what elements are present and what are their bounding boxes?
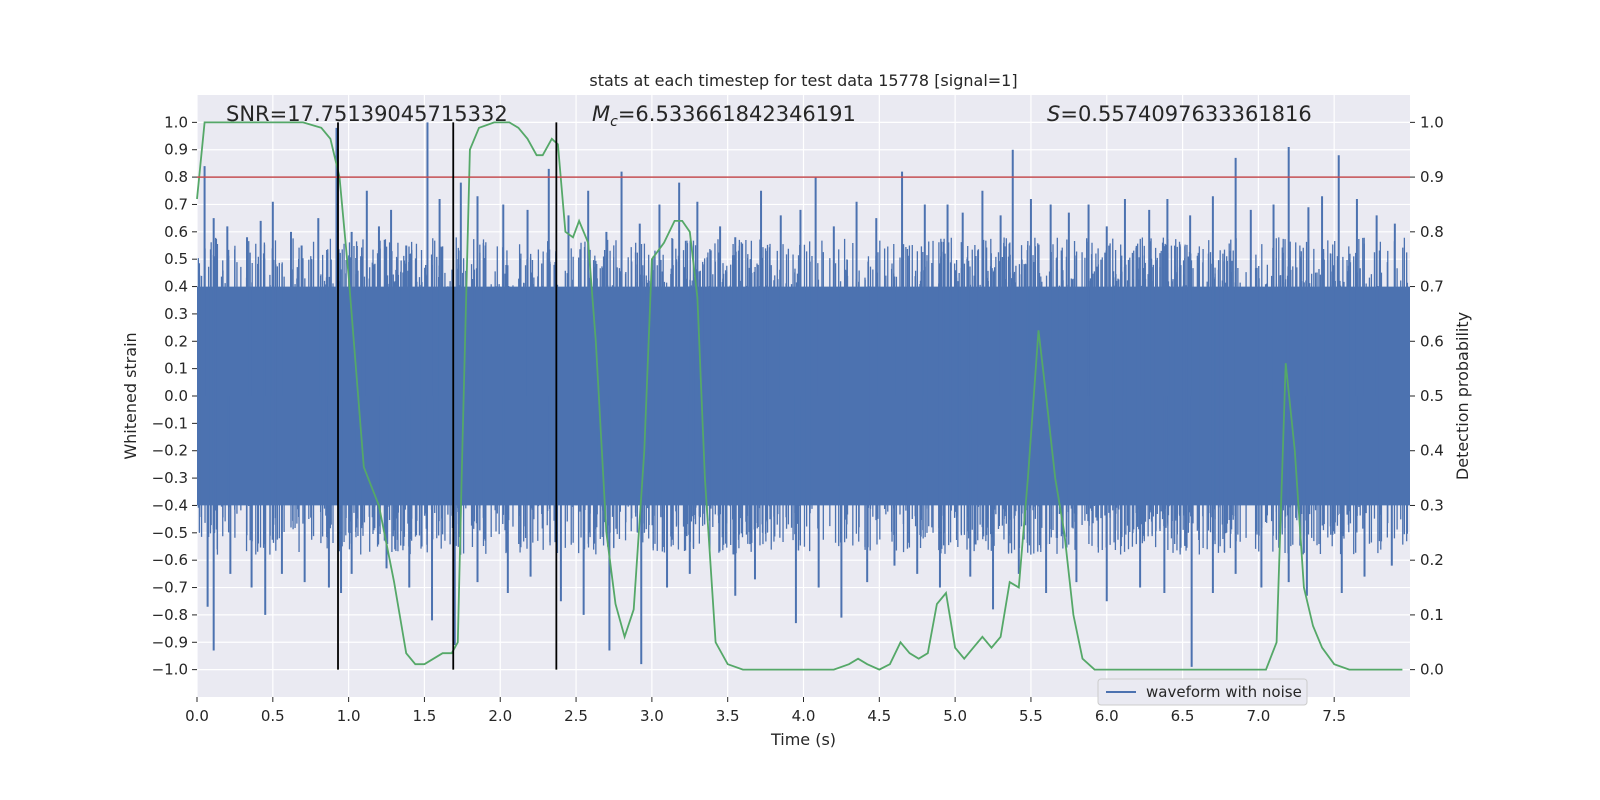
x-tick-label: 2.0 (488, 707, 512, 725)
x-tick-label: 6.5 (1171, 707, 1195, 725)
y-tick-label: 0.1 (164, 360, 188, 378)
y2-tick-label: 0.9 (1420, 168, 1444, 186)
y2-tick-label: 0.8 (1420, 223, 1444, 241)
marker-lines (197, 122, 1410, 670)
s-annotation: S=0.5574097633361816 (1047, 102, 1312, 126)
x-tick-label: 2.5 (564, 707, 588, 725)
x-tick-label: 5.0 (943, 707, 967, 725)
y-tick-label: 0.8 (164, 168, 188, 186)
y-tick-label: −0.4 (152, 496, 188, 514)
y-tick-label: −0.3 (152, 469, 188, 487)
s-symbol: S (1047, 102, 1060, 126)
chirp-mass-annotation: Mc=6.533661842346191 (592, 102, 856, 130)
axis-ticks: 0.0 0.5 1.0 1.5 2.0 2.5 3.0 3.5 4.0 4.5 5.0 5.5 6.0 6… (152, 113, 1444, 725)
y-tick-label: −0.1 (152, 414, 188, 432)
y-tick-label: −0.5 (152, 524, 188, 542)
y-tick-label: −1.0 (152, 661, 188, 679)
x-tick-label: 4.5 (867, 707, 891, 725)
y-axis-label: Whitened strain (121, 332, 140, 459)
y-tick-label: −0.6 (152, 551, 188, 569)
x-axis-label: Time (s) (770, 730, 836, 749)
legend-box (1097, 678, 1308, 706)
y-tick-label: −0.7 (152, 579, 188, 597)
y-tick-label: −0.8 (152, 606, 188, 624)
waveform-series (197, 122, 1410, 667)
y2-tick-label: 0.3 (1420, 496, 1444, 514)
legend: waveform with noise (1097, 678, 1308, 706)
x-tick-label: 0.0 (185, 707, 209, 725)
y2-tick-label: 0.2 (1420, 551, 1444, 569)
y-tick-label: 1.0 (164, 113, 188, 131)
y-tick-label: 0.9 (164, 141, 188, 159)
x-tick-label: 6.0 (1095, 707, 1119, 725)
x-tick-label: 5.5 (1019, 707, 1043, 725)
y2-tick-label: 0.5 (1420, 387, 1444, 405)
y-tick-label: 0.6 (164, 223, 188, 241)
snr-annotation: SNR=17.75139045715332 (226, 102, 508, 126)
y2-tick-label: 0.6 (1420, 332, 1444, 350)
y-tick-label: 0.3 (164, 305, 188, 323)
probability-line (196, 121, 1403, 671)
probability-series (196, 121, 1403, 671)
x-tick-label: 3.5 (716, 707, 740, 725)
x-tick-label: 3.0 (640, 707, 664, 725)
chart-title: stats at each timestep for test data 157… (589, 71, 1017, 90)
x-tick-label: 1.5 (413, 707, 437, 725)
x-tick-label: 7.0 (1246, 707, 1270, 725)
legend-label: waveform with noise (1146, 683, 1302, 701)
y2-axis-label: Detection probability (1453, 312, 1472, 480)
y2-tick-label: 1.0 (1420, 113, 1444, 131)
x-tick-label: 1.0 (337, 707, 361, 725)
mc-subscript: c (610, 114, 618, 130)
y-tick-label: 0.4 (164, 278, 188, 296)
y-tick-label: 0.7 (164, 195, 188, 213)
y2-tick-label: 0.7 (1420, 278, 1444, 296)
x-tick-label: 0.5 (261, 707, 285, 725)
y-tick-label: −0.9 (152, 633, 188, 651)
x-tick-label: 7.5 (1322, 707, 1346, 725)
mc-symbol: M (592, 102, 610, 126)
y2-tick-label: 0.1 (1420, 606, 1444, 624)
y-tick-label: 0.0 (164, 387, 188, 405)
x-tick-label: 4.0 (792, 707, 816, 725)
y2-tick-label: 0.4 (1420, 442, 1444, 460)
y-tick-label: 0.5 (164, 250, 188, 268)
s-value: =0.5574097633361816 (1060, 102, 1311, 126)
y2-tick-label: 0.0 (1420, 661, 1444, 679)
mc-value: =6.533661842346191 (618, 102, 856, 126)
y-tick-label: −0.2 (152, 442, 188, 460)
y-tick-label: 0.2 (164, 332, 188, 350)
